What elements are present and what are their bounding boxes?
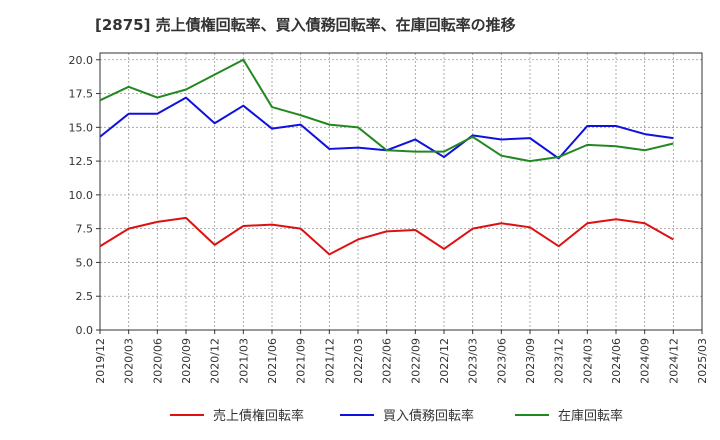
y-tick-label: 12.5 [69, 155, 94, 168]
x-tick-label: 2020/12 [209, 338, 222, 384]
x-tick-label: 2023/09 [524, 338, 537, 384]
x-tick-label: 2020/06 [151, 338, 164, 384]
x-tick-label: 2019/12 [94, 338, 107, 384]
x-tick-label: 2024/09 [639, 338, 652, 384]
x-tick-label: 2023/03 [467, 338, 480, 384]
x-tick-label: 2023/06 [495, 338, 508, 384]
legend-label: 売上債権回転率 [213, 408, 304, 424]
series-lines [99, 58, 674, 256]
y-tick-label: 17.5 [69, 88, 94, 101]
legend: 売上債権回転率 買入債務回転率 在庫回転率 [170, 408, 623, 424]
chart-title: [2875] 売上債権回転率、買入債務回転率、在庫回転率の推移 [95, 16, 516, 34]
x-tick-label: 2020/03 [123, 338, 136, 384]
y-tick-label: 7.5 [76, 223, 94, 236]
x-tick-label: 2022/03 [352, 338, 365, 384]
y-tick-label: 5.0 [76, 256, 94, 269]
x-tick-label: 2021/09 [295, 338, 308, 384]
legend-label: 在庫回転率 [558, 408, 623, 424]
x-tick-label: 2024/06 [610, 338, 623, 384]
x-tick-label: 2021/03 [237, 338, 250, 384]
x-tick-label: 2022/12 [438, 338, 451, 384]
y-tick-label: 15.0 [69, 121, 94, 134]
plot-frame [99, 52, 703, 331]
legend-label: 買入債務回転率 [383, 408, 474, 424]
x-tick-label: 2023/12 [553, 338, 566, 384]
series-line-3 [99, 58, 674, 163]
x-tick-label: 2024/03 [581, 338, 594, 384]
y-tick-label: 2.5 [76, 290, 94, 303]
series-line-1 [99, 216, 674, 256]
x-tick-label: 2024/12 [667, 338, 680, 384]
y-tick-label: 10.0 [69, 189, 94, 202]
y-axis-ticks: 0.0 2.5 5.0 7.5 10.0 12.5 15.0 17.5 20.0 [69, 54, 100, 337]
x-tick-label: 2022/06 [381, 338, 394, 384]
x-tick-label: 2020/09 [180, 338, 193, 384]
x-tick-label: 2022/09 [409, 338, 422, 384]
x-tick-label: 2025/03 [696, 338, 709, 384]
x-axis-ticks: 2019/12 2020/03 2020/06 2020/09 2020/12 2021/… [94, 330, 709, 384]
grid-lines [99, 53, 703, 331]
y-tick-label: 20.0 [69, 54, 94, 67]
x-tick-label: 2021/06 [266, 338, 279, 384]
y-tick-label: 0.0 [76, 324, 94, 337]
x-tick-label: 2021/12 [323, 338, 336, 384]
